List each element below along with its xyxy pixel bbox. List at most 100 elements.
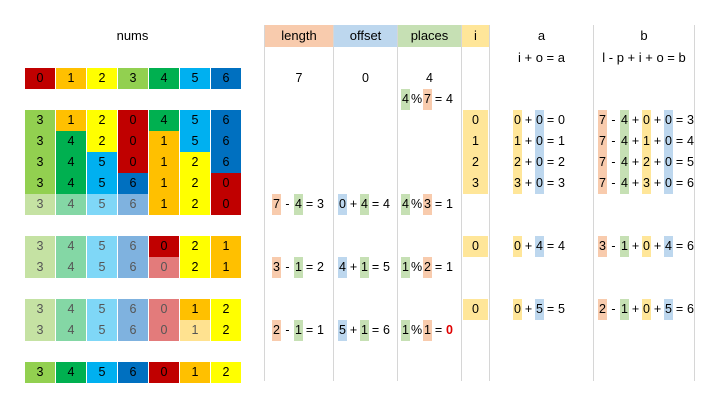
operand-highlight bbox=[598, 299, 607, 320]
b-eq-token: - bbox=[611, 176, 616, 190]
operand-highlight bbox=[423, 257, 432, 278]
a-eq-token: = bbox=[546, 113, 555, 127]
operand-highlight bbox=[513, 110, 522, 131]
nums-cell: 2 bbox=[87, 131, 117, 152]
offset-eq-token: 4 bbox=[383, 197, 390, 211]
initial-length: 7 bbox=[295, 71, 303, 85]
a-eq-token: 5 bbox=[558, 302, 565, 316]
places-first-token: 7 bbox=[424, 92, 431, 106]
length-eq-token: - bbox=[285, 260, 290, 274]
a-eq-token: 0 bbox=[536, 176, 543, 190]
b-eq-token: 7 bbox=[599, 155, 606, 169]
nums-cell: 5 bbox=[87, 320, 117, 341]
places-eq-token: % bbox=[411, 260, 423, 274]
b-eq-token: 4 bbox=[621, 155, 628, 169]
places-first-token: = bbox=[434, 92, 443, 106]
a-eq-token: = bbox=[546, 155, 555, 169]
a-eq-token: 0 bbox=[514, 113, 521, 127]
operand-highlight bbox=[401, 89, 410, 110]
nums-cell: 1 bbox=[211, 257, 241, 278]
offset-eq-token: + bbox=[349, 260, 358, 274]
places-eq-token: = bbox=[434, 260, 443, 274]
a-eq-token: 0 bbox=[514, 302, 521, 316]
nums-cell: 4 bbox=[56, 131, 86, 152]
operand-highlight bbox=[642, 236, 651, 257]
length-eq-token: 3 bbox=[273, 260, 280, 274]
operand-highlight bbox=[294, 320, 303, 341]
nums-cell: 3 bbox=[25, 257, 55, 278]
initial-places: 4 bbox=[426, 71, 433, 85]
nums-cell: 4 bbox=[56, 173, 86, 194]
nums-cell: 3 bbox=[25, 152, 55, 173]
places-eq-token: 1 bbox=[402, 323, 409, 337]
header-i: i bbox=[462, 25, 489, 47]
operand-highlight bbox=[513, 299, 522, 320]
operand-highlight bbox=[598, 110, 607, 131]
b-eq-token: = bbox=[675, 134, 684, 148]
nums-cell: 4 bbox=[56, 152, 86, 173]
length-eq-token: - bbox=[285, 197, 290, 211]
offset-eq-token: 4 bbox=[339, 260, 346, 274]
operand-highlight bbox=[272, 320, 281, 341]
nums-cell: 6 bbox=[118, 257, 148, 278]
nums-cell: 5 bbox=[87, 194, 117, 215]
operand-highlight bbox=[535, 236, 544, 257]
b-eq-token: 2 bbox=[599, 302, 606, 316]
nums-cell: 6 bbox=[211, 110, 241, 131]
b-eq-token: + bbox=[653, 113, 662, 127]
a-eq-token: 4 bbox=[558, 239, 565, 253]
nums-cell: 0 bbox=[149, 299, 179, 320]
operand-highlight bbox=[664, 131, 673, 152]
divider-offset-left bbox=[333, 25, 334, 381]
b-eq-token: 3 bbox=[687, 113, 694, 127]
nums-cell: 2 bbox=[87, 68, 117, 89]
nums-cell: 1 bbox=[56, 110, 86, 131]
nums-cell: 1 bbox=[180, 320, 210, 341]
nums-cell: 4 bbox=[56, 299, 86, 320]
operand-highlight bbox=[272, 257, 281, 278]
a-eq-token: 0 bbox=[514, 239, 521, 253]
nums-cell: 2 bbox=[211, 320, 241, 341]
nums-cell: 4 bbox=[56, 194, 86, 215]
b-eq-token: 2 bbox=[643, 155, 650, 169]
operand-highlight bbox=[642, 152, 651, 173]
operand-highlight bbox=[360, 194, 369, 215]
nums-cell: 0 bbox=[118, 152, 148, 173]
nums-cell: 0 bbox=[211, 173, 241, 194]
a-eq-token: 1 bbox=[514, 134, 521, 148]
header-length: length bbox=[265, 25, 333, 47]
operand-highlight bbox=[642, 110, 651, 131]
length-eq-token: 7 bbox=[273, 197, 280, 211]
b-eq-token: 4 bbox=[665, 239, 672, 253]
places-eq-token: 3 bbox=[424, 197, 431, 211]
operand-highlight bbox=[620, 299, 629, 320]
b-eq-token: 7 bbox=[599, 134, 606, 148]
offset-eq-token: + bbox=[349, 197, 358, 211]
places-eq-token: % bbox=[411, 323, 423, 337]
places-eq-token: 0 bbox=[446, 323, 453, 337]
operand-highlight bbox=[338, 320, 347, 341]
a-eq-token: 1 bbox=[558, 134, 565, 148]
places-eq-token: 1 bbox=[446, 260, 453, 274]
nums-cell: 3 bbox=[25, 173, 55, 194]
operand-highlight bbox=[642, 131, 651, 152]
b-eq-token: 5 bbox=[665, 302, 672, 316]
header-offset: offset bbox=[334, 25, 397, 47]
i-value: 1 bbox=[463, 131, 488, 152]
operand-highlight bbox=[598, 173, 607, 194]
a-eq-token: + bbox=[524, 155, 533, 169]
nums-cell: 5 bbox=[180, 131, 210, 152]
header-nums: nums bbox=[116, 28, 149, 43]
nums-cell: 1 bbox=[180, 362, 210, 383]
b-eq-token: 6 bbox=[687, 176, 694, 190]
nums-cell: 2 bbox=[211, 299, 241, 320]
a-eq-token: + bbox=[524, 239, 533, 253]
offset-eq-token: 1 bbox=[361, 260, 368, 274]
length-eq-token: 2 bbox=[317, 260, 324, 274]
b-eq-token: - bbox=[611, 134, 616, 148]
nums-cell: 6 bbox=[118, 362, 148, 383]
b-eq-token: = bbox=[675, 239, 684, 253]
operand-highlight bbox=[513, 152, 522, 173]
a-eq-token: = bbox=[546, 302, 555, 316]
places-eq-token: = bbox=[434, 323, 443, 337]
